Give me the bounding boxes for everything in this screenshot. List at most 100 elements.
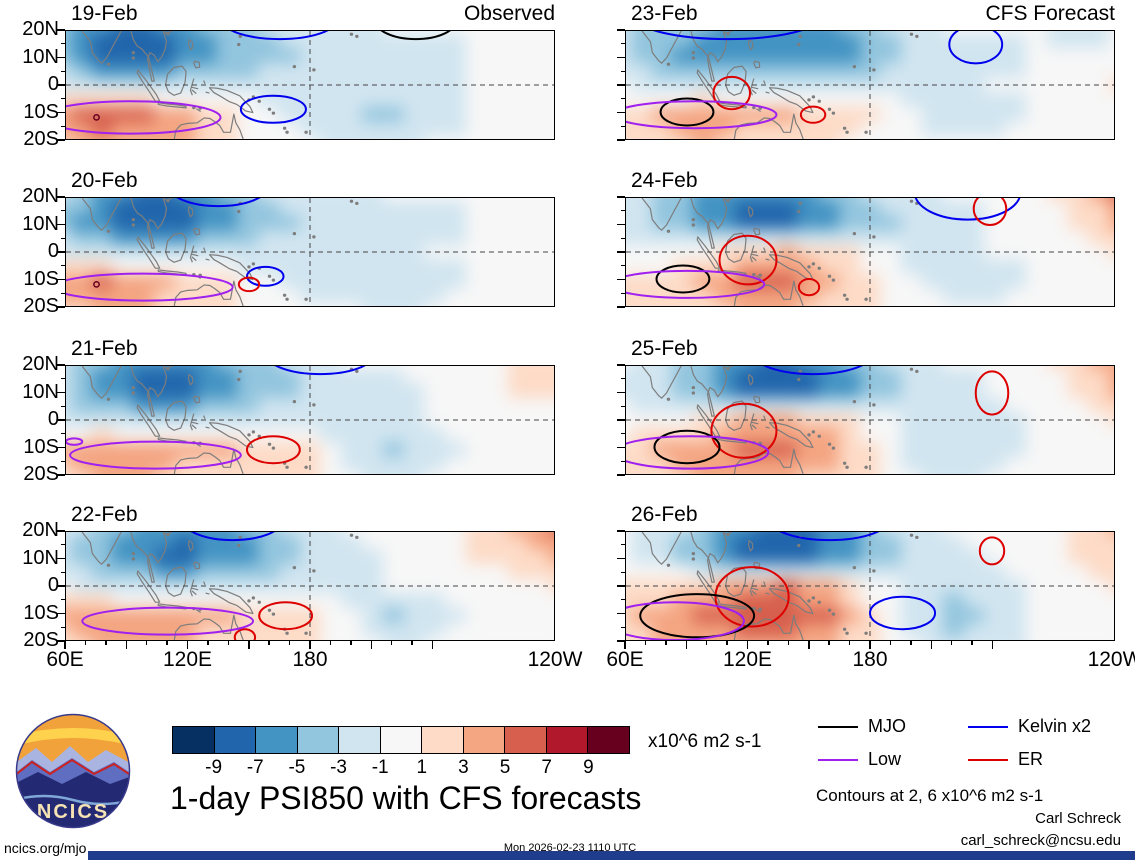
shade-cell (942, 63, 964, 78)
shade-cell (963, 456, 985, 472)
lon-tick-minor (411, 641, 413, 645)
shade-cell (133, 578, 154, 594)
shade-cell (797, 383, 818, 398)
shade-cell (1025, 230, 1047, 245)
shade-cell (133, 637, 154, 640)
shade-cell (507, 608, 529, 623)
shade-cell (66, 534, 71, 550)
shade-cell (1067, 564, 1089, 579)
shade-cell (361, 471, 383, 474)
shade-cell (1005, 31, 1026, 34)
coastline (209, 88, 252, 113)
shade-cell (257, 366, 279, 369)
shade-cell (112, 549, 134, 564)
shade-cell (341, 608, 362, 623)
shade-cell (91, 259, 113, 274)
shade-cell (174, 48, 196, 63)
island-dot (797, 209, 801, 214)
map-panel-20-Feb: 20-Feb 20N 10N 0 10S 20S (22, 169, 555, 317)
shade-cell (528, 63, 550, 78)
shade-cell (921, 215, 943, 230)
coastline (82, 366, 121, 398)
coastline (691, 31, 727, 81)
shade-cell (626, 549, 631, 564)
shade-cell (630, 412, 652, 428)
shade-cell (942, 274, 964, 289)
shade-cell (66, 564, 71, 579)
shade-cell (1005, 121, 1026, 137)
island-dot (237, 377, 241, 382)
shade-cell (549, 200, 554, 216)
shade-cell (528, 564, 550, 579)
map-panel-22-Feb: 22-Feb 20N 10N 0 10S 20S 60E 120E 180 120W (22, 503, 582, 671)
coastline (204, 416, 205, 419)
shade-cell (424, 215, 446, 230)
shade-cell (1046, 107, 1068, 122)
shade-cell (195, 48, 217, 63)
lat-tick-major (57, 111, 65, 114)
shade-cell (901, 107, 922, 122)
shade-cell (1046, 578, 1068, 594)
shade-cell (651, 549, 673, 564)
shade-cell (153, 136, 175, 139)
contour-er (715, 567, 788, 626)
shade-cell (216, 534, 238, 550)
lat-label: 20N (22, 519, 59, 542)
shade-cell (984, 215, 1006, 230)
shade-cell (112, 259, 134, 274)
shade-cell (66, 92, 71, 107)
shade-cell (257, 31, 279, 34)
coastline (174, 114, 243, 139)
shade-cell (528, 456, 550, 472)
site-link[interactable]: ncics.org/mjo (4, 840, 87, 856)
shade-cell (153, 200, 175, 216)
shade-cell (901, 31, 922, 34)
shade-cell (403, 532, 425, 535)
shade-cell (174, 608, 196, 623)
contour-low (626, 602, 744, 640)
shade-cell (528, 259, 550, 274)
coastline (751, 254, 758, 260)
shade-cell (549, 136, 554, 139)
island-dot (267, 442, 272, 446)
shade-cell (382, 230, 404, 245)
shade-cell (1109, 244, 1114, 260)
shade-cell (838, 77, 860, 93)
coastline (131, 532, 167, 582)
shade-cell (984, 121, 1006, 137)
shade-cell (626, 622, 631, 638)
shade-cell (1025, 427, 1047, 442)
map-overlay (66, 198, 554, 306)
shade-cell (445, 564, 466, 579)
lat-tick-minor (61, 70, 65, 72)
colorbar-tick-label: 1 (416, 757, 428, 778)
island-dot (797, 377, 801, 382)
island-dot (106, 229, 111, 233)
shade-cell (963, 564, 985, 579)
island-dot (355, 34, 359, 39)
shade-cell (278, 136, 300, 139)
shade-cell (507, 427, 529, 442)
shade-cell (797, 564, 818, 579)
coastline (734, 281, 803, 306)
shade-cell (465, 564, 487, 579)
lat-label: 20S (23, 629, 59, 652)
island-dot (691, 56, 696, 60)
shade-cell (278, 288, 300, 304)
shade-cell (320, 107, 342, 122)
legend: MJO Kelvin x2 Low ER (818, 716, 1118, 770)
shade-cell (1067, 442, 1089, 457)
shade-cell (91, 564, 113, 579)
shade-cell (299, 383, 321, 398)
shade-cell (91, 198, 113, 201)
colorbar-tick-label: 7 (541, 757, 553, 778)
shade-cell (901, 532, 922, 535)
shade-cell (1046, 215, 1068, 230)
shade-cell (859, 637, 881, 640)
shade-cell (797, 532, 818, 535)
shade-cell (66, 549, 71, 564)
shade-cell (257, 136, 279, 139)
shade-cell (817, 564, 839, 579)
shade-cell (70, 366, 92, 369)
lon-tick-minor (350, 641, 352, 645)
